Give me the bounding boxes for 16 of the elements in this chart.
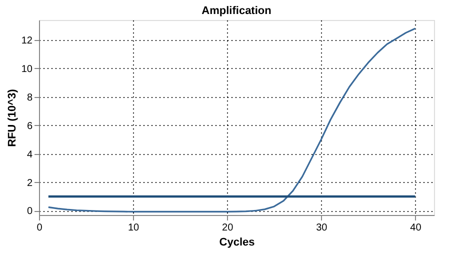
x-tick-label: 30	[316, 222, 328, 234]
y-tick-label: 8	[26, 92, 33, 104]
line-series	[48, 28, 416, 213]
y-axis-title: RFU (10^3)	[6, 88, 18, 147]
x-tick-label: 20	[222, 222, 234, 234]
x-tick-label: 40	[410, 222, 422, 234]
x-axis-title: Cycles	[219, 236, 255, 248]
y-tick-label: 6	[26, 120, 33, 132]
y-tick-label: 12	[21, 35, 33, 46]
y-tick-label: 2	[26, 178, 33, 189]
y-tick-label: 4	[26, 149, 33, 160]
chart-title: Amplification	[202, 5, 272, 17]
x-tick-label: 10	[128, 222, 140, 234]
x-tick-label: 0	[36, 222, 43, 234]
y-tick-label: 10	[21, 64, 33, 75]
y-tick-label: 0	[26, 206, 33, 218]
